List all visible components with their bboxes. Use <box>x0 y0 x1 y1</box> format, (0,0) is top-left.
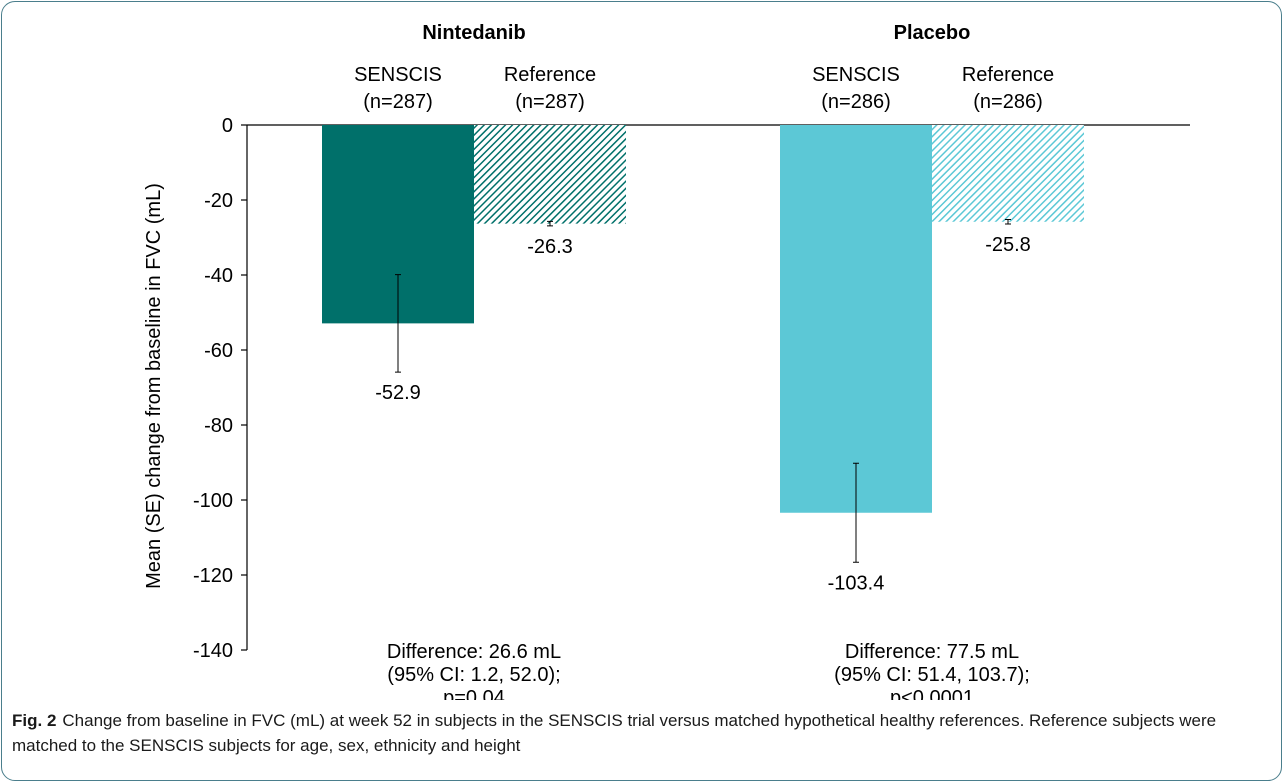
bar-category-label: (n=286) <box>973 91 1043 113</box>
bar-category-label: (n=287) <box>515 91 585 113</box>
y-axis-label: Mean (SE) change from baseline in FVC (m… <box>143 183 165 589</box>
difference-annotation: Difference: 77.5 mL <box>845 641 1019 663</box>
bar-category-label: Reference <box>962 64 1054 86</box>
difference-annotation: (95% CI: 1.2, 52.0); <box>387 664 560 686</box>
bar-category-label: SENSCIS <box>354 64 442 86</box>
figure-caption: Fig. 2 Change from baseline in FVC (mL) a… <box>12 708 1272 758</box>
y-tick-label: -140 <box>193 640 233 662</box>
data-label: -25.8 <box>985 234 1031 256</box>
y-tick-label: 0 <box>222 115 233 137</box>
bar-category-label: (n=286) <box>821 91 891 113</box>
data-label: -52.9 <box>375 382 421 404</box>
y-tick-label: -20 <box>204 190 233 212</box>
group-title: Placebo <box>894 22 971 44</box>
figure-label: Fig. 2 <box>12 711 57 730</box>
caption-text: Change from baseline in FVC (mL) at week… <box>12 711 1217 755</box>
difference-annotation: (95% CI: 51.4, 103.7); <box>834 664 1030 686</box>
group-title: Nintedanib <box>422 22 525 44</box>
y-tick-label: -80 <box>204 415 233 437</box>
difference-annotation: p=0.04 <box>443 687 505 700</box>
bar-category-label: Reference <box>504 64 596 86</box>
y-tick-label: -100 <box>193 490 233 512</box>
y-tick-label: -120 <box>193 565 233 587</box>
difference-annotation: p<0.0001 <box>890 687 974 700</box>
bar <box>474 125 626 224</box>
bar <box>932 125 1084 222</box>
data-label: -26.3 <box>527 236 573 258</box>
data-label: -103.4 <box>828 572 885 594</box>
bar-category-label: (n=287) <box>363 91 433 113</box>
bar-chart: 0 -20 -40 -60 -80 -100 -120 -140 Nintedanib SENS… <box>143 22 1190 700</box>
y-tick-label: -40 <box>204 265 233 287</box>
bar <box>780 125 932 513</box>
y-tick-label: -60 <box>204 340 233 362</box>
bar-category-label: SENSCIS <box>812 64 900 86</box>
difference-annotation: Difference: 26.6 mL <box>387 641 561 663</box>
